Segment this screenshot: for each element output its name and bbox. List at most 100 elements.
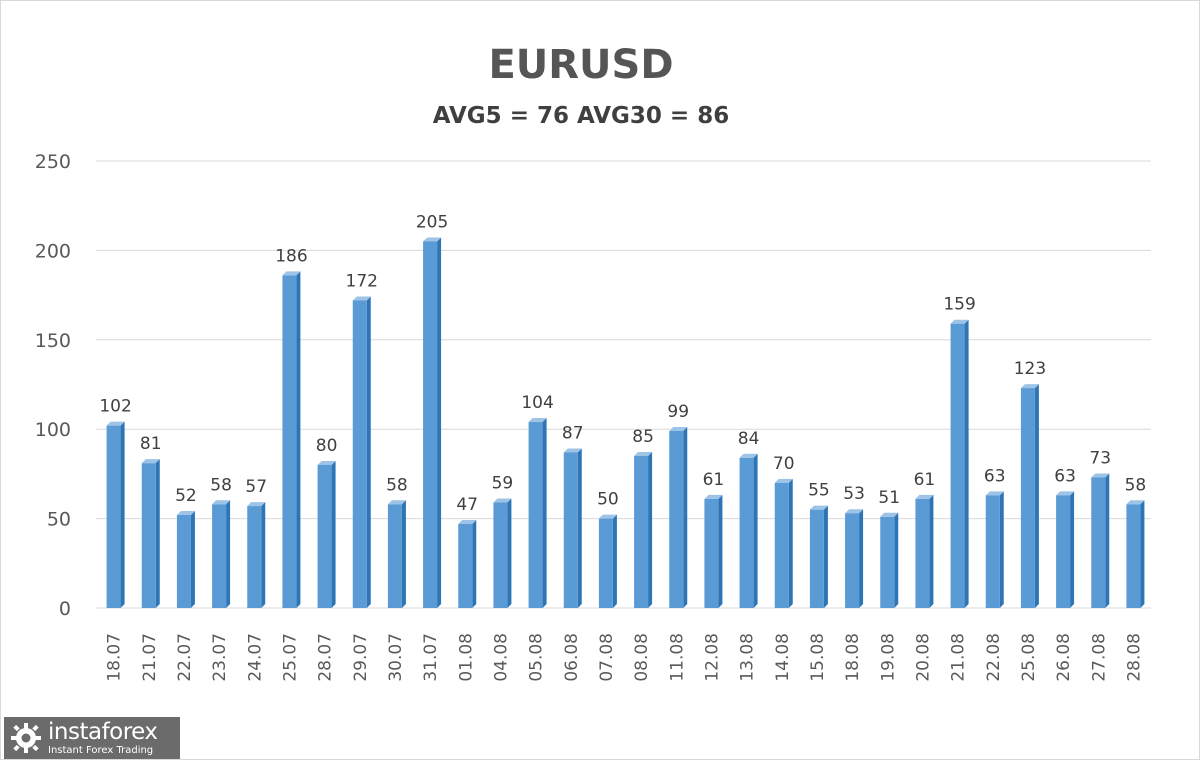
x-tick-label: 05.08 (527, 633, 547, 682)
x-tick-label: 20.08 (913, 633, 933, 682)
x-tick-label: 30.07 (386, 633, 406, 682)
y-tick-label: 150 (35, 330, 71, 352)
x-tick-label: 24.07 (245, 633, 265, 682)
x-tick-label: 21.08 (949, 633, 969, 682)
bar-top (387, 500, 406, 505)
bar-25.08 (1020, 384, 1039, 608)
x-tick-label: 29.07 (351, 633, 371, 682)
bar-front (141, 463, 156, 608)
bar-top (317, 460, 336, 465)
bar-top (845, 509, 864, 514)
bar-top (1091, 473, 1110, 478)
bar-top (634, 452, 653, 457)
data-label: 99 (667, 402, 689, 422)
bar-top (1020, 384, 1039, 389)
x-tick-label: 27.08 (1089, 633, 1109, 682)
x-tick-label: 21.07 (140, 633, 160, 682)
data-label: 61 (914, 470, 936, 490)
bar-30.07 (387, 500, 406, 608)
bar-19.08 (880, 512, 899, 608)
chart-title: EURUSD (488, 42, 673, 88)
data-label: 52 (175, 486, 197, 506)
data-label: 63 (1054, 466, 1076, 486)
bar-18.08 (845, 509, 864, 608)
x-tick-label: 28.08 (1124, 633, 1144, 682)
bar-front (387, 504, 402, 608)
bar-front (598, 518, 613, 608)
bar-28.07 (317, 460, 336, 608)
bar-front (247, 506, 262, 608)
bar-front (809, 509, 824, 608)
x-tick-label: 14.08 (773, 633, 793, 682)
data-label: 63 (984, 466, 1006, 486)
bar-side (1140, 500, 1145, 608)
bar-top (458, 519, 477, 524)
bar-front (985, 495, 1000, 608)
data-label: 50 (597, 490, 619, 510)
bar-side (612, 514, 617, 608)
bar-front (704, 498, 719, 608)
bar-29.07 (352, 296, 371, 608)
bar-18.07 (106, 421, 125, 608)
bar-13.08 (739, 453, 758, 608)
y-axis-ticks: 0 50 100 150 200 250 (35, 151, 71, 620)
bar-front (563, 452, 578, 608)
y-tick-label: 200 (35, 240, 71, 262)
gear-logo-icon (11, 723, 41, 753)
bar-top (141, 459, 160, 464)
bar-01.08 (458, 519, 477, 608)
data-label: 59 (492, 474, 514, 494)
bar-top (739, 453, 758, 458)
x-tick-label: 19.08 (878, 633, 898, 682)
bar-top (176, 511, 195, 516)
data-label: 58 (210, 475, 232, 495)
bar-04.08 (493, 498, 512, 608)
chart-subtitle: AVG5 = 76 AVG30 = 86 (433, 103, 729, 129)
bar-25.07 (282, 271, 301, 608)
bar-07.08 (598, 514, 617, 608)
bar-top (774, 478, 793, 483)
x-tick-label: 23.07 (210, 633, 230, 682)
bar-top (493, 498, 512, 503)
x-tick-label: 22.08 (984, 633, 1004, 682)
bar-side (155, 459, 160, 608)
bar-front (739, 457, 754, 608)
x-tick-label: 26.08 (1054, 633, 1074, 682)
bar-top (1056, 491, 1075, 496)
bar-20.08 (915, 494, 934, 608)
bar-24.07 (247, 502, 266, 608)
bar-side (190, 511, 195, 608)
bar-side (1105, 473, 1110, 608)
x-tick-label: 08.08 (632, 633, 652, 682)
data-label: 47 (456, 495, 478, 515)
x-tick-label: 11.08 (667, 633, 687, 682)
bar-side (788, 478, 793, 608)
bar-top (809, 505, 828, 510)
bar-27.08 (1091, 473, 1110, 608)
bar-front (950, 323, 965, 608)
bar-front (282, 275, 297, 608)
bar-front (1056, 495, 1071, 608)
bar-front (352, 300, 367, 608)
data-label: 85 (632, 427, 654, 447)
bar-front (176, 515, 191, 608)
bar-side (261, 502, 266, 608)
bar-front (880, 516, 895, 608)
x-tick-label: 25.07 (280, 633, 300, 682)
logo-tagline: Instant Forex Trading (48, 744, 154, 756)
x-tick-label: 25.08 (1019, 633, 1039, 682)
data-label: 123 (1014, 359, 1046, 379)
data-label: 53 (843, 484, 865, 504)
bar-front (458, 523, 473, 608)
x-tick-label: 28.07 (316, 633, 336, 682)
bar-front (669, 430, 684, 608)
bar-front (1126, 504, 1141, 608)
bar-side (296, 271, 301, 608)
bar-side (437, 237, 442, 608)
bar-side (929, 494, 934, 608)
bar-side (1034, 384, 1039, 608)
data-label: 57 (245, 477, 267, 497)
bar-top (352, 296, 371, 301)
data-label: 102 (99, 397, 131, 417)
